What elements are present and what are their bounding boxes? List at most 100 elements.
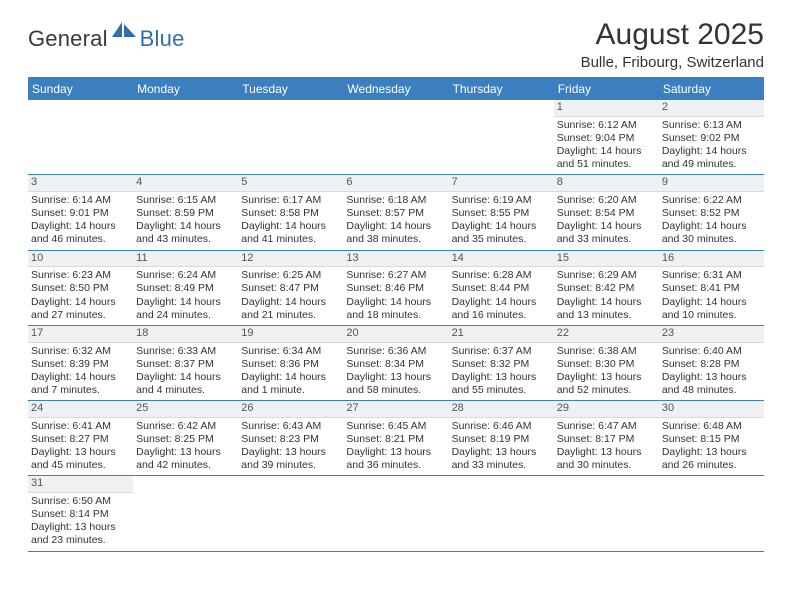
- calendar-cell-empty: [449, 476, 554, 550]
- day-number: 1: [554, 100, 659, 116]
- daylight2-text: and 48 minutes.: [662, 384, 761, 397]
- calendar-cell: 11Sunrise: 6:24 AMSunset: 8:49 PMDayligh…: [133, 251, 238, 325]
- calendar-cell-empty: [238, 100, 343, 174]
- daylight1-text: Daylight: 13 hours: [31, 521, 130, 534]
- day-number: 16: [659, 251, 764, 267]
- day-number: 31: [28, 476, 133, 492]
- cell-body: [554, 478, 659, 483]
- daylight2-text: and 35 minutes.: [452, 233, 551, 246]
- calendar: SundayMondayTuesdayWednesdayThursdayFrid…: [28, 77, 764, 552]
- sunset-text: Sunset: 8:23 PM: [241, 433, 340, 446]
- sunset-text: Sunset: 8:50 PM: [31, 282, 130, 295]
- cell-body: Sunrise: 6:43 AMSunset: 8:23 PMDaylight:…: [238, 418, 343, 476]
- sunrise-text: Sunrise: 6:24 AM: [136, 269, 235, 282]
- daylight1-text: Daylight: 14 hours: [557, 220, 656, 233]
- day-number: 18: [133, 326, 238, 342]
- daylight2-text: and 10 minutes.: [662, 309, 761, 322]
- daylight2-text: and 52 minutes.: [557, 384, 656, 397]
- sunset-text: Sunset: 8:49 PM: [136, 282, 235, 295]
- cell-body: Sunrise: 6:25 AMSunset: 8:47 PMDaylight:…: [238, 267, 343, 325]
- sunrise-text: Sunrise: 6:41 AM: [31, 420, 130, 433]
- daylight1-text: Daylight: 13 hours: [662, 371, 761, 384]
- sunrise-text: Sunrise: 6:28 AM: [452, 269, 551, 282]
- daylight1-text: Daylight: 14 hours: [31, 220, 130, 233]
- daylight2-text: and 41 minutes.: [241, 233, 340, 246]
- calendar-cell: 12Sunrise: 6:25 AMSunset: 8:47 PMDayligh…: [238, 251, 343, 325]
- cell-body: Sunrise: 6:22 AMSunset: 8:52 PMDaylight:…: [659, 192, 764, 250]
- daylight2-text: and 18 minutes.: [346, 309, 445, 322]
- day-number-row: 6: [343, 175, 448, 192]
- sunrise-text: Sunrise: 6:20 AM: [557, 194, 656, 207]
- sunset-text: Sunset: 8:42 PM: [557, 282, 656, 295]
- cell-body: Sunrise: 6:20 AMSunset: 8:54 PMDaylight:…: [554, 192, 659, 250]
- location-subtitle: Bulle, Fribourg, Switzerland: [581, 54, 764, 71]
- cell-body: Sunrise: 6:13 AMSunset: 9:02 PMDaylight:…: [659, 117, 764, 175]
- day-number: 13: [343, 251, 448, 267]
- sunrise-text: Sunrise: 6:19 AM: [452, 194, 551, 207]
- daylight1-text: Daylight: 14 hours: [31, 371, 130, 384]
- cell-body: [343, 102, 448, 107]
- cell-body: Sunrise: 6:50 AMSunset: 8:14 PMDaylight:…: [28, 493, 133, 551]
- cell-body: [28, 102, 133, 107]
- cell-body: Sunrise: 6:31 AMSunset: 8:41 PMDaylight:…: [659, 267, 764, 325]
- sunrise-text: Sunrise: 6:14 AM: [31, 194, 130, 207]
- calendar-cell-empty: [28, 100, 133, 174]
- sunrise-text: Sunrise: 6:27 AM: [346, 269, 445, 282]
- calendar-cell-empty: [343, 476, 448, 550]
- day-number: 23: [659, 326, 764, 342]
- calendar-cell: 2Sunrise: 6:13 AMSunset: 9:02 PMDaylight…: [659, 100, 764, 174]
- weekday-header: Tuesday: [238, 79, 343, 100]
- sunset-text: Sunset: 8:14 PM: [31, 508, 130, 521]
- daylight1-text: Daylight: 14 hours: [452, 220, 551, 233]
- sunrise-text: Sunrise: 6:33 AM: [136, 345, 235, 358]
- calendar-cell: 6Sunrise: 6:18 AMSunset: 8:57 PMDaylight…: [343, 175, 448, 249]
- sunrise-text: Sunrise: 6:32 AM: [31, 345, 130, 358]
- sunset-text: Sunset: 9:02 PM: [662, 132, 761, 145]
- calendar-week-row: 1Sunrise: 6:12 AMSunset: 9:04 PMDaylight…: [28, 100, 764, 175]
- day-number-row: 5: [238, 175, 343, 192]
- cell-body: Sunrise: 6:45 AMSunset: 8:21 PMDaylight:…: [343, 418, 448, 476]
- day-number-row: 10: [28, 251, 133, 268]
- sunrise-text: Sunrise: 6:40 AM: [662, 345, 761, 358]
- sunrise-text: Sunrise: 6:50 AM: [31, 495, 130, 508]
- calendar-cell: 24Sunrise: 6:41 AMSunset: 8:27 PMDayligh…: [28, 401, 133, 475]
- daylight2-text: and 30 minutes.: [662, 233, 761, 246]
- day-number: 27: [343, 401, 448, 417]
- cell-body: Sunrise: 6:15 AMSunset: 8:59 PMDaylight:…: [133, 192, 238, 250]
- cell-body: Sunrise: 6:17 AMSunset: 8:58 PMDaylight:…: [238, 192, 343, 250]
- day-number-row: 24: [28, 401, 133, 418]
- cell-body: Sunrise: 6:41 AMSunset: 8:27 PMDaylight:…: [28, 418, 133, 476]
- day-number-row: 18: [133, 326, 238, 343]
- cell-body: [238, 102, 343, 107]
- daylight1-text: Daylight: 14 hours: [136, 296, 235, 309]
- page-title: August 2025: [581, 18, 764, 52]
- calendar-cell: 13Sunrise: 6:27 AMSunset: 8:46 PMDayligh…: [343, 251, 448, 325]
- day-number-row: 16: [659, 251, 764, 268]
- day-number-row: 22: [554, 326, 659, 343]
- daylight1-text: Daylight: 14 hours: [557, 296, 656, 309]
- calendar-cell: 28Sunrise: 6:46 AMSunset: 8:19 PMDayligh…: [449, 401, 554, 475]
- sunset-text: Sunset: 8:15 PM: [662, 433, 761, 446]
- day-number: 22: [554, 326, 659, 342]
- daylight1-text: Daylight: 13 hours: [662, 446, 761, 459]
- sunrise-text: Sunrise: 6:25 AM: [241, 269, 340, 282]
- day-number-row: 27: [343, 401, 448, 418]
- daylight2-text: and 45 minutes.: [31, 459, 130, 472]
- day-number-row: 29: [554, 401, 659, 418]
- daylight1-text: Daylight: 14 hours: [662, 220, 761, 233]
- sunrise-text: Sunrise: 6:47 AM: [557, 420, 656, 433]
- day-number: 10: [28, 251, 133, 267]
- calendar-cell-empty: [133, 476, 238, 550]
- cell-body: Sunrise: 6:32 AMSunset: 8:39 PMDaylight:…: [28, 343, 133, 401]
- weekday-header: Monday: [133, 79, 238, 100]
- day-number-row: 14: [449, 251, 554, 268]
- day-number-row: 21: [449, 326, 554, 343]
- day-number-row: 17: [28, 326, 133, 343]
- day-number: 21: [449, 326, 554, 342]
- day-number-row: 11: [133, 251, 238, 268]
- cell-body: [659, 478, 764, 483]
- day-number: 4: [133, 175, 238, 191]
- day-number-row: 23: [659, 326, 764, 343]
- daylight2-text: and 1 minute.: [241, 384, 340, 397]
- sail-icon: [112, 22, 138, 45]
